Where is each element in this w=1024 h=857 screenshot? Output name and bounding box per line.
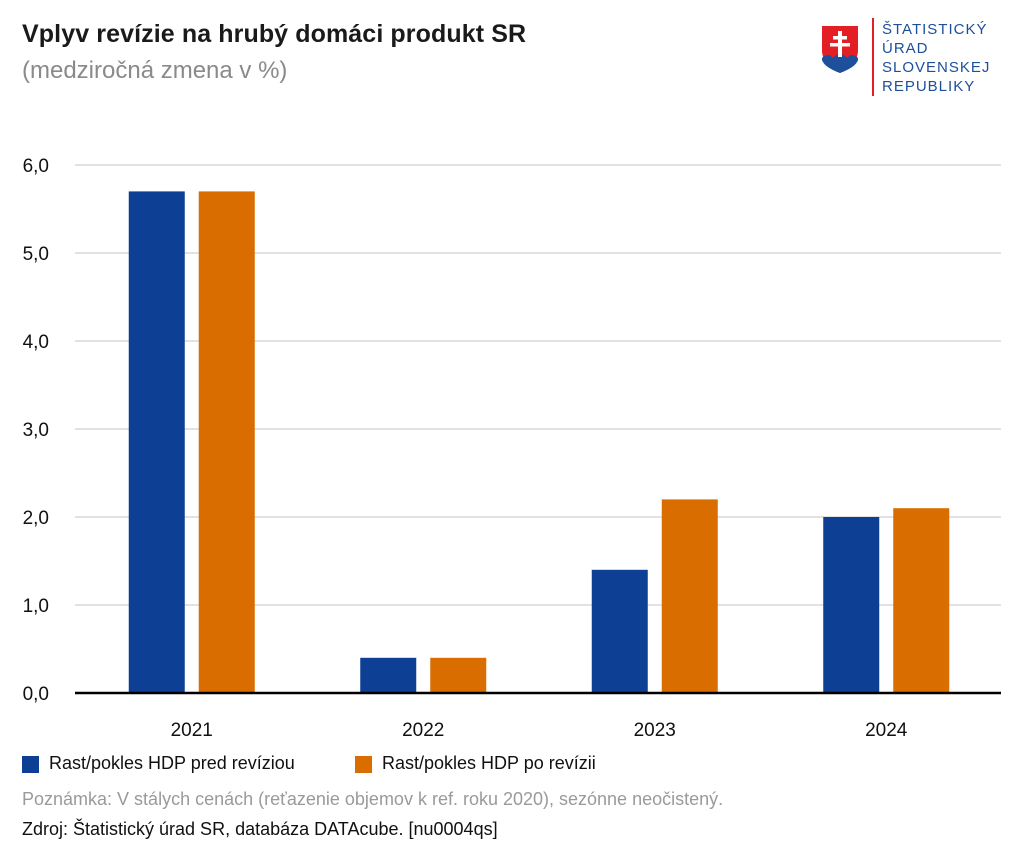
institution-logo: ŠTATISTICKÝ ÚRAD SLOVENSKEJ REPUBLIKY	[818, 18, 1018, 98]
legend-swatch	[355, 756, 372, 773]
bar-after-2023	[661, 499, 718, 693]
x-tick-label: 2021	[171, 720, 213, 741]
chart-title: Vplyv revízie na hrubý domáci produkt SR	[22, 20, 527, 48]
legend-label: Rast/pokles HDP po revízii	[382, 753, 596, 773]
logo-line: REPUBLIKY	[882, 78, 976, 95]
logo-line: ÚRAD	[882, 40, 929, 57]
footnote: Poznámka: V stálych cenách (reťazenie ob…	[22, 789, 724, 809]
bar-after-2022	[430, 657, 487, 693]
y-tick-label: 4,0	[23, 332, 49, 353]
logo-text: ŠTATISTICKÝ ÚRAD SLOVENSKEJ REPUBLIKY	[882, 20, 990, 96]
bar-before-2023	[591, 569, 648, 693]
y-tick-label: 0,0	[23, 684, 49, 705]
bar-before-2024	[823, 517, 880, 693]
x-tick-label: 2024	[865, 720, 908, 741]
source-note: Zdroj: Štatistický úrad SR, databáza DAT…	[22, 819, 498, 839]
y-tick-label: 5,0	[23, 244, 49, 265]
bar-before-2021	[128, 191, 185, 693]
legend-swatch	[22, 756, 39, 773]
logo-divider	[872, 18, 874, 96]
logo-line: ŠTATISTICKÝ	[882, 21, 988, 38]
y-tick-label: 3,0	[23, 420, 49, 441]
chart-subtitle: (medziročná zmena v %)	[22, 57, 288, 84]
bar-before-2022	[360, 657, 417, 693]
legend-label: Rast/pokles HDP pred revíziou	[49, 753, 295, 773]
logo-line: SLOVENSKEJ	[882, 59, 991, 76]
y-tick-label: 6,0	[23, 156, 49, 177]
bar-chart: 0,0 1,0 2,0 3,0 4,0 5,0 6,0 2021 2022 2023 2024	[23, 156, 1001, 741]
y-tick-label: 2,0	[23, 508, 49, 529]
bar-after-2024	[893, 508, 950, 693]
bar-after-2021	[198, 191, 255, 693]
y-tick-label: 1,0	[23, 596, 49, 617]
slovak-coat-of-arms-icon	[819, 23, 861, 76]
x-tick-label: 2022	[402, 720, 444, 741]
x-tick-label: 2023	[634, 720, 676, 741]
